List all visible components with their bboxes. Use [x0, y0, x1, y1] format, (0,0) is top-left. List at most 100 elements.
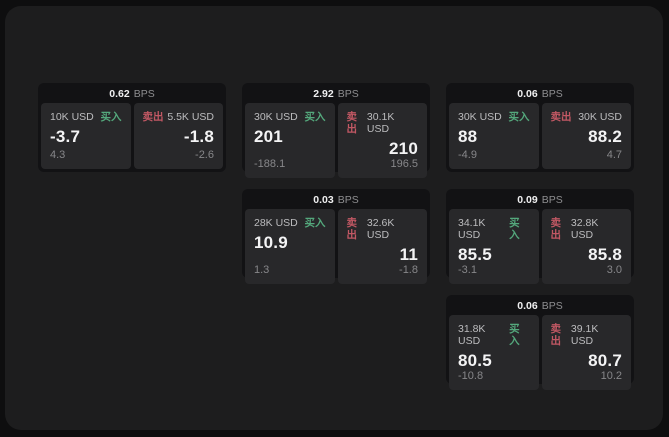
buy-panel[interactable]: 28K USD 买入 10.9 1.3: [245, 209, 335, 284]
sell-panel[interactable]: 卖出 39.1K USD 80.7 10.2: [541, 315, 631, 390]
buy-panel[interactable]: 30K USD 买入 88 -4.9: [449, 103, 539, 169]
bps-unit-label: BPS: [541, 300, 563, 312]
buy-secondary-value: -188.1: [254, 158, 286, 170]
quotes-panel: 0.62 BPS 10K USD 买入 -3.7 4.3 卖出 5.5K USD…: [5, 6, 663, 430]
sell-panel[interactable]: 卖出 30K USD 88.2 4.7: [541, 103, 631, 169]
buy-sell-panels: 34.1K USD 买入 85.5 -3.1 卖出 32.8K USD 85.8…: [449, 209, 631, 284]
sell-secondary-value: -2.6: [195, 149, 214, 161]
sell-panel[interactable]: 卖出 5.5K USD -1.8 -2.6: [133, 103, 223, 169]
quote-card: 2.92 BPS 30K USD 买入 201 -188.1 卖出 30.1K …: [242, 83, 430, 178]
sell-tag: 卖出: [346, 111, 358, 135]
sell-panel[interactable]: 卖出 32.6K USD 11 -1.8: [337, 209, 427, 284]
bps-unit-label: BPS: [541, 194, 563, 206]
buy-tag: 买入: [508, 111, 530, 123]
sell-secondary-value: 10.2: [600, 370, 622, 382]
sell-panel[interactable]: 卖出 30.1K USD 210 196.5: [337, 103, 427, 178]
sell-header-row: 卖出 30K USD: [551, 111, 623, 123]
sell-secondary-value: 4.7: [606, 149, 622, 161]
bps-header: 0.03 BPS: [245, 192, 427, 208]
sell-size: 32.8K USD: [570, 217, 599, 241]
buy-price: 88: [458, 127, 478, 146]
sell-price: 88.2: [588, 127, 622, 146]
bps-unit-label: BPS: [337, 88, 359, 100]
buy-header-row: 34.1K USD 买入: [458, 217, 530, 241]
buy-sell-panels: 31.8K USD 买入 80.5 -10.8 卖出 39.1K USD 80.…: [449, 315, 631, 390]
sell-tag: 卖出: [346, 217, 358, 241]
bps-unit-label: BPS: [541, 88, 563, 100]
buy-sell-panels: 30K USD 买入 201 -188.1 卖出 30.1K USD 210 1…: [245, 103, 427, 178]
bps-value: 0.03: [313, 194, 334, 206]
sell-secondary-value: -1.8: [399, 264, 418, 276]
buy-secondary-value: -4.9: [458, 149, 477, 161]
buy-panel[interactable]: 34.1K USD 买入 85.5 -3.1: [449, 209, 539, 284]
sell-price: 80.7: [588, 351, 622, 370]
buy-header-row: 30K USD 买入: [254, 111, 326, 123]
buy-price: -3.7: [50, 127, 81, 146]
bps-value: 0.62: [109, 88, 130, 100]
buy-header-row: 28K USD 买入: [254, 217, 326, 229]
buy-size: 28K USD: [254, 217, 298, 229]
bps-header: 2.92 BPS: [245, 86, 427, 102]
buy-tag: 买入: [509, 217, 520, 241]
buy-size: 30K USD: [458, 111, 502, 123]
bps-value: 0.06: [517, 300, 538, 312]
bps-header: 0.62 BPS: [41, 86, 223, 102]
sell-header-row: 卖出 32.6K USD: [347, 217, 419, 241]
sell-header-row: 卖出 5.5K USD: [143, 111, 215, 123]
buy-size: 34.1K USD: [458, 217, 486, 241]
bps-header: 0.06 BPS: [449, 86, 631, 102]
buy-secondary-value: 4.3: [50, 149, 66, 161]
sell-price: -1.8: [183, 127, 214, 146]
bps-unit-label: BPS: [133, 88, 155, 100]
bps-value: 0.09: [517, 194, 538, 206]
bps-value: 0.06: [517, 88, 538, 100]
buy-header-row: 30K USD 买入: [458, 111, 530, 123]
sell-size: 32.6K USD: [366, 217, 395, 241]
quote-card: 0.06 BPS 30K USD 买入 88 -4.9 卖出 30K USD 8…: [446, 83, 634, 172]
buy-tag: 买入: [509, 323, 520, 347]
bps-unit-label: BPS: [337, 194, 359, 206]
bps-header: 0.09 BPS: [449, 192, 631, 208]
buy-price: 10.9: [254, 233, 288, 252]
sell-tag: 卖出: [550, 217, 562, 241]
sell-header-row: 卖出 39.1K USD: [551, 323, 623, 347]
sell-tag: 卖出: [550, 323, 562, 347]
buy-tag: 买入: [304, 111, 326, 123]
bps-value: 2.92: [313, 88, 334, 100]
buy-header-row: 10K USD 买入: [50, 111, 122, 123]
sell-panel[interactable]: 卖出 32.8K USD 85.8 3.0: [541, 209, 631, 284]
sell-header-row: 卖出 30.1K USD: [347, 111, 419, 135]
sell-size: 5.5K USD: [167, 111, 214, 123]
sell-price: 85.8: [588, 245, 622, 264]
buy-panel[interactable]: 30K USD 买入 201 -188.1: [245, 103, 335, 178]
buy-sell-panels: 28K USD 买入 10.9 1.3 卖出 32.6K USD 11 -1.8: [245, 209, 427, 284]
sell-tag: 卖出: [142, 111, 164, 123]
buy-panel[interactable]: 31.8K USD 买入 80.5 -10.8: [449, 315, 539, 390]
quote-card: 0.03 BPS 28K USD 买入 10.9 1.3 卖出 32.6K US…: [242, 189, 430, 284]
buy-tag: 买入: [100, 111, 122, 123]
sell-secondary-value: 196.5: [390, 158, 418, 170]
buy-header-row: 31.8K USD 买入: [458, 323, 530, 347]
sell-size: 30K USD: [578, 111, 622, 123]
buy-panel[interactable]: 10K USD 买入 -3.7 4.3: [41, 103, 131, 169]
sell-secondary-value: 3.0: [606, 264, 622, 276]
quotes-grid: 0.62 BPS 10K USD 买入 -3.7 4.3 卖出 5.5K USD…: [38, 83, 634, 390]
buy-secondary-value: -10.8: [458, 370, 484, 382]
bps-header: 0.06 BPS: [449, 298, 631, 314]
quote-card: 0.62 BPS 10K USD 买入 -3.7 4.3 卖出 5.5K USD…: [38, 83, 226, 172]
buy-price: 85.5: [458, 245, 492, 264]
sell-size: 30.1K USD: [366, 111, 395, 135]
buy-secondary-value: 1.3: [254, 264, 270, 276]
buy-size: 10K USD: [50, 111, 94, 123]
buy-size: 31.8K USD: [458, 323, 486, 347]
sell-header-row: 卖出 32.8K USD: [551, 217, 623, 241]
sell-price: 11: [399, 245, 418, 264]
buy-price: 80.5: [458, 351, 492, 370]
buy-price: 201: [254, 127, 283, 146]
buy-sell-panels: 30K USD 买入 88 -4.9 卖出 30K USD 88.2 4.7: [449, 103, 631, 169]
sell-size: 39.1K USD: [570, 323, 599, 347]
quote-card: 0.09 BPS 34.1K USD 买入 85.5 -3.1 卖出 32.8K…: [446, 189, 634, 284]
sell-price: 210: [389, 139, 418, 158]
buy-sell-panels: 10K USD 买入 -3.7 4.3 卖出 5.5K USD -1.8 -2.…: [41, 103, 223, 169]
